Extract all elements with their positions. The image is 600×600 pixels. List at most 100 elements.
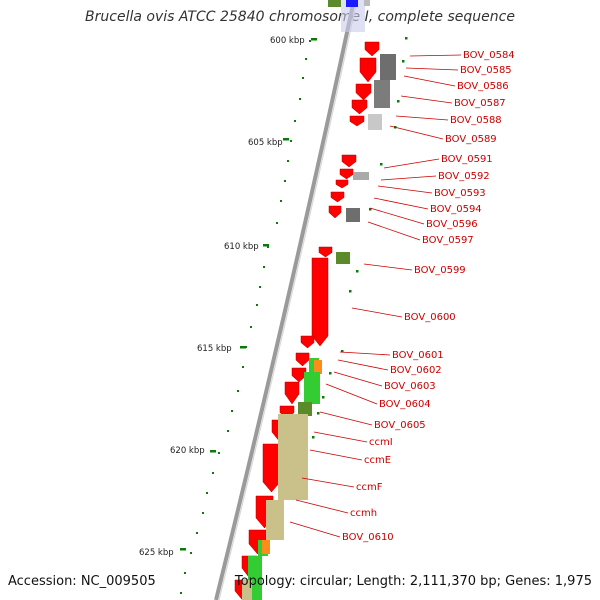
feature-green-block (336, 252, 350, 264)
feature-olive-block (242, 580, 252, 600)
cds-arrow (335, 179, 349, 189)
feature-tick (322, 396, 325, 399)
gene-label[interactable]: BOV_0594 (430, 204, 482, 215)
gene-label[interactable]: ccmh (350, 508, 377, 519)
tick-dot (287, 160, 289, 162)
gene-label[interactable]: BOV_0587 (454, 98, 506, 109)
gene-label[interactable]: BOV_0597 (422, 235, 474, 246)
feature-green-block (298, 402, 312, 416)
cds-arrow (355, 83, 372, 101)
backbone-arcs (214, 0, 358, 600)
feature-tick (380, 163, 383, 166)
tick-dot (231, 410, 233, 412)
tick-dot (218, 452, 220, 454)
summary-text: Topology: circular; Length: 2,111,370 bp… (234, 574, 592, 589)
tick-dot (309, 40, 311, 42)
gene-label[interactable]: ccmE (364, 455, 391, 466)
feature-tick (356, 270, 359, 273)
tick-dot (212, 472, 214, 474)
leader-line (319, 411, 373, 426)
feature-tick (329, 372, 332, 375)
tick-dot (299, 98, 301, 100)
kbp-tick (283, 138, 289, 141)
feature-tick (317, 412, 320, 415)
feature-top-grey (364, 0, 370, 6)
tick-marks: 600 kbp 605 kbp 610 kbp 615 kbp 620 kbp 625 k… (139, 36, 408, 594)
backbone-arc-highlight (218, 0, 358, 600)
gene-label[interactable]: BOV_0604 (379, 399, 431, 410)
gene-label[interactable]: BOV_0592 (438, 171, 490, 182)
tick-dot (256, 304, 258, 306)
gene-label[interactable]: ccmI (369, 437, 393, 448)
feature-olive-block (266, 500, 284, 540)
gene-label[interactable]: ccmF (356, 482, 383, 493)
leader-line (400, 95, 453, 104)
gene-labels[interactable]: BOV_0584 BOV_0585 BOV_0586 BOV_0587 BOV_0588… (342, 50, 515, 543)
feature-top-blue (346, 0, 358, 7)
tick-dot (184, 572, 186, 574)
gene-label[interactable]: BOV_0593 (434, 188, 486, 199)
tick-dot (284, 180, 286, 182)
leader-line (313, 431, 368, 443)
gene-label[interactable]: BOV_0603 (384, 381, 436, 392)
kbp-tick (263, 244, 269, 247)
cds-arrow (359, 57, 377, 83)
cds-arrow (311, 257, 329, 347)
gene-label[interactable]: BOV_0588 (450, 115, 502, 126)
leader-line (325, 383, 378, 405)
tick-dot (250, 326, 252, 328)
gene-label[interactable]: BOV_0586 (457, 81, 509, 92)
kbp-tick (180, 548, 186, 551)
tick-dot (180, 592, 182, 594)
leader-line (363, 263, 413, 271)
feature-grey-block (368, 114, 382, 130)
feature-grey-block (380, 54, 396, 80)
gene-label[interactable]: BOV_0610 (342, 532, 394, 543)
cds-arrow (300, 335, 315, 349)
gene-label[interactable]: BOV_0605 (374, 420, 426, 431)
tick-dot (294, 120, 296, 122)
cds-arrow (318, 246, 333, 258)
cds-arrow (330, 191, 345, 203)
cds-arrow (351, 99, 368, 115)
feature-grey-block (353, 172, 369, 180)
gene-label[interactable]: BOV_0602 (390, 365, 442, 376)
gene-label[interactable]: BOV_0584 (463, 50, 515, 61)
leader-line (395, 115, 449, 121)
leader-line (373, 197, 429, 210)
leader-line (337, 359, 389, 371)
gene-label[interactable]: BOV_0589 (445, 134, 497, 145)
cds-arrow (349, 115, 365, 127)
gene-label[interactable]: BOV_0596 (426, 219, 478, 230)
feature-grey-block (374, 80, 390, 108)
feature-tick (402, 60, 405, 63)
kbp-tick-label: 625 kbp (139, 548, 174, 558)
gene-label[interactable]: BOV_0585 (460, 65, 512, 76)
tick-dot (267, 246, 269, 248)
feature-tick (405, 37, 408, 40)
gene-label[interactable]: BOV_0591 (441, 154, 493, 165)
tick-dot (237, 390, 239, 392)
leader-line (333, 371, 383, 387)
leader-line (405, 67, 459, 71)
leader-line (367, 221, 421, 241)
leader-line (309, 449, 363, 461)
feature-olive-block (278, 414, 308, 500)
tick-dot (305, 58, 307, 60)
cds-arrow (341, 154, 357, 168)
tick-dot (190, 552, 192, 554)
feature-tick (341, 350, 344, 353)
leader-line (339, 351, 391, 356)
leader-line (369, 207, 425, 225)
feature-track (234, 0, 396, 600)
gene-label[interactable]: BOV_0599 (414, 265, 466, 276)
gene-label[interactable]: BOV_0601 (392, 350, 444, 361)
cds-arrow (291, 367, 307, 383)
gene-label[interactable]: BOV_0600 (404, 312, 456, 323)
kbp-tick (311, 38, 317, 41)
feature-orange-block (262, 540, 270, 554)
leader-line (289, 521, 341, 538)
feature-tick (369, 208, 372, 211)
tick-dot (290, 140, 292, 142)
